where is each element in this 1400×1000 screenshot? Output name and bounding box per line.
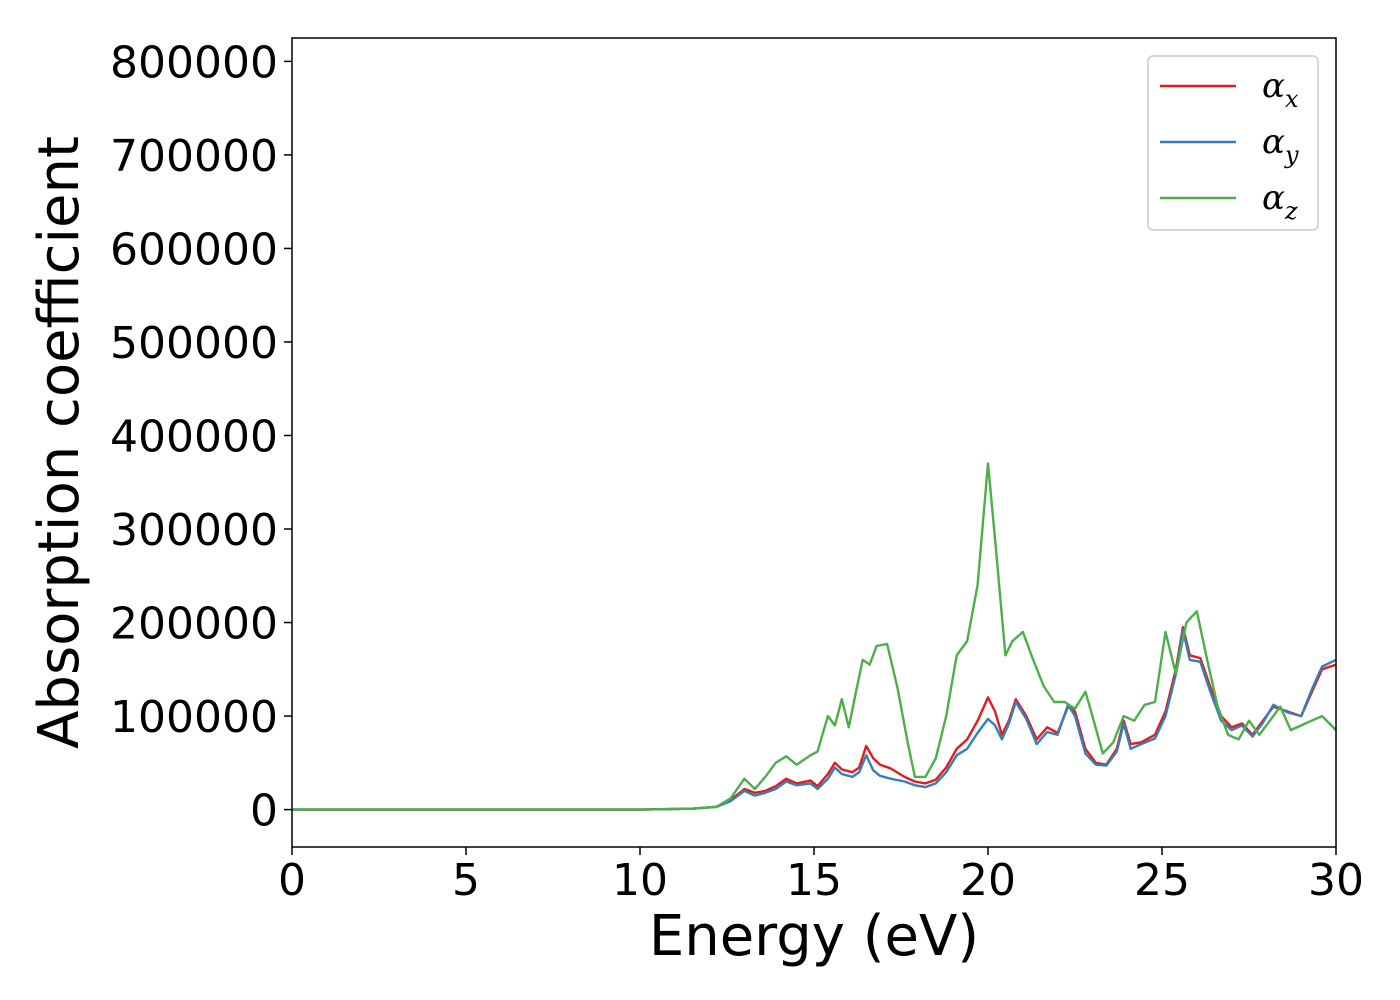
y-tick-label: 100000 xyxy=(110,692,278,743)
series-line-z xyxy=(292,462,1337,811)
y-tick-label: 700000 xyxy=(110,131,278,182)
y-tick-label: 500000 xyxy=(110,318,278,369)
y-tick-label: 300000 xyxy=(110,505,278,556)
x-tick-label: 10 xyxy=(612,855,668,906)
legend-label-x: αx xyxy=(1262,66,1299,113)
x-tick-label: 30 xyxy=(1308,855,1364,906)
legend-label-y: αy xyxy=(1262,122,1299,169)
x-tick-label: 20 xyxy=(960,855,1016,906)
x-tick-label: 25 xyxy=(1134,855,1190,906)
y-axis-label: Absorption coefficient xyxy=(27,136,92,749)
x-tick-label: 5 xyxy=(452,855,480,906)
x-axis: 0 5 10 15 20 25 30 xyxy=(278,847,1364,906)
y-tick-label: 800000 xyxy=(110,37,278,88)
series-layer xyxy=(292,462,1337,811)
legend-symbol: α xyxy=(1262,66,1285,106)
y-tick-label: 0 xyxy=(250,786,278,837)
x-tick-label: 0 xyxy=(278,855,306,906)
x-tick-label: 15 xyxy=(786,855,842,906)
y-tick-label: 200000 xyxy=(110,599,278,650)
y-tick-label: 400000 xyxy=(110,411,278,462)
legend-symbol: α xyxy=(1262,122,1285,162)
x-axis-label: Energy (eV) xyxy=(649,904,979,969)
legend-subscript: z xyxy=(1284,197,1298,225)
legend-subscript: y xyxy=(1284,141,1299,169)
y-tick-label: 600000 xyxy=(110,224,278,275)
series-line-y xyxy=(292,628,1337,811)
legend-subscript: x xyxy=(1285,85,1299,113)
legend-label-z: αz xyxy=(1262,178,1298,225)
y-axis: 0 100000 200000 300000 400000 500000 600000 700… xyxy=(110,37,292,837)
series-line-x xyxy=(292,626,1337,811)
legend-symbol: α xyxy=(1262,178,1285,218)
